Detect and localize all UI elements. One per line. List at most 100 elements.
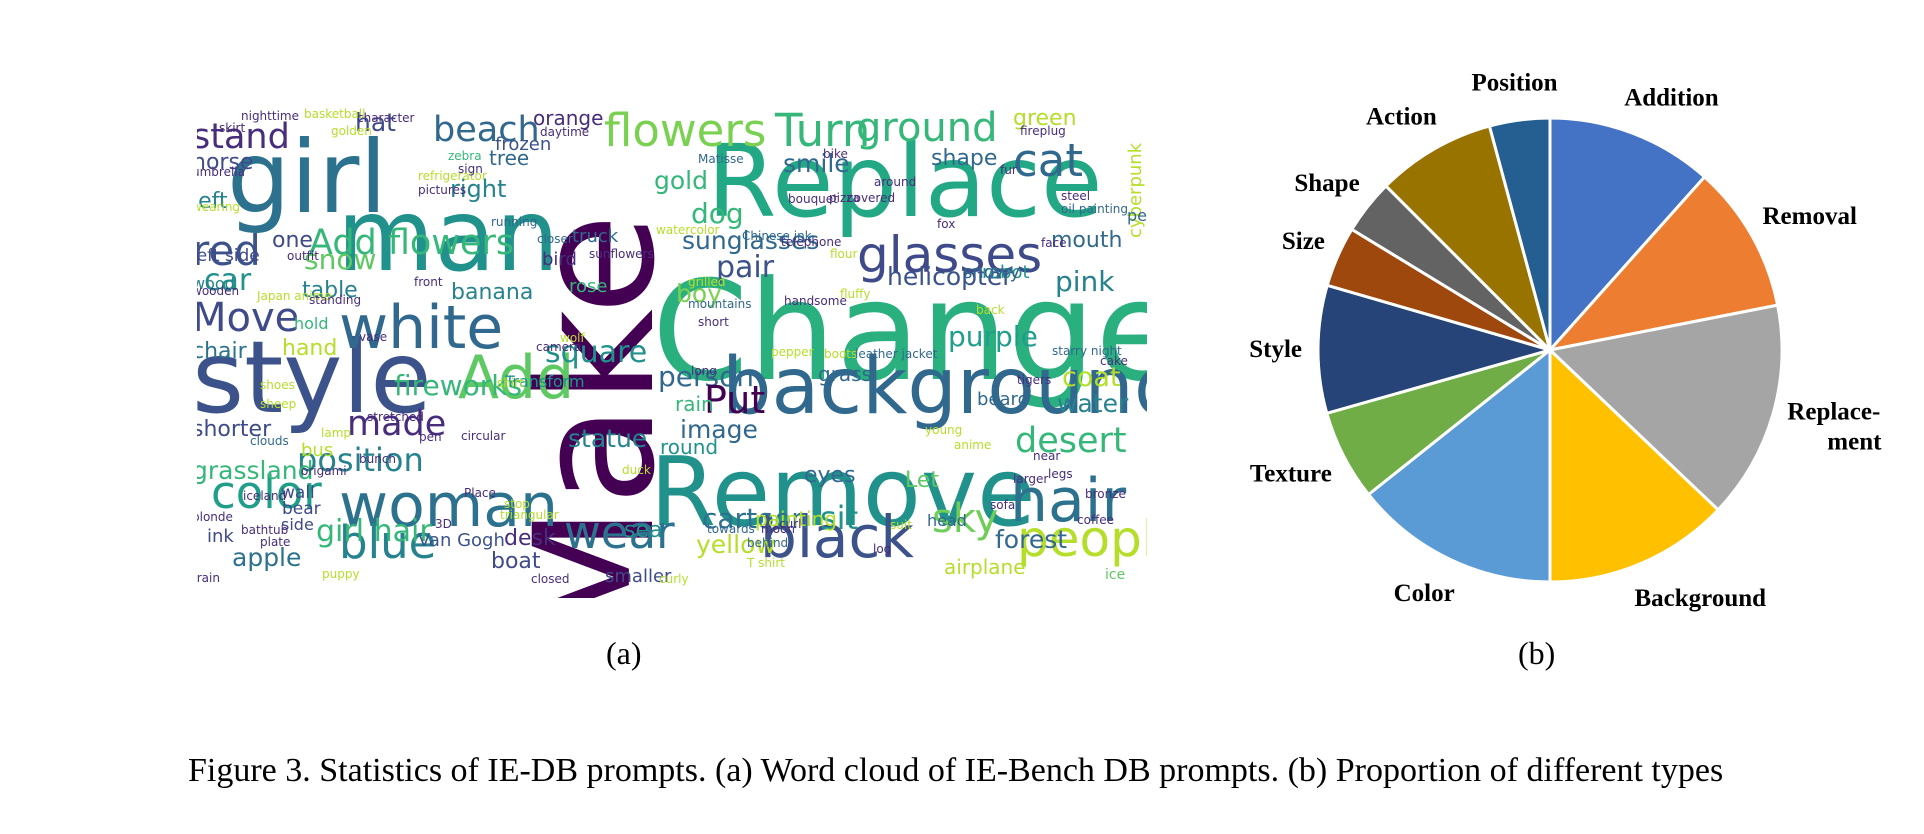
pie-slice [1548,116,1707,354]
word-cloud-word: Move [197,295,300,341]
word-cloud-word: iceland [243,489,287,503]
pie-slice [1316,283,1556,416]
figure-caption: Figure 3. Statistics of IE-DB prompts. (… [188,752,1724,789]
pie-slice-label: Style [1249,336,1302,363]
word-cloud-word: skirt [219,121,246,135]
word-cloud-word: red [197,226,261,275]
word-cloud-word: statue [568,424,648,453]
word-cloud-word: table [302,278,358,303]
subfigure-label-b: (b) [1518,635,1556,671]
word-cloud-word: Add [458,343,575,413]
pie-slice [1548,346,1721,584]
word-cloud-word: blonde [197,510,233,524]
word-cloud-word: boots [824,347,858,361]
word-cloud-word: refrigerator [418,169,487,183]
word-cloud-word: Replace [707,123,1103,240]
word-cloud-word: wood [197,274,235,293]
word-cloud-word: moon [761,522,795,536]
word-cloud-word: outfit [287,249,319,263]
word-cloud-word: Van Gogh [418,530,505,551]
word-cloud-word: blue [339,516,437,569]
word-cloud-word: curl [779,517,802,531]
word-cloud-word: green [1013,108,1077,131]
word-cloud-word: Remove [650,438,1036,548]
word-cloud-word: orange [533,108,604,130]
word-cloud-word: wearing [197,200,241,214]
word-cloud-word: long [691,364,717,378]
word-cloud-word: left side [197,246,260,266]
pie-slice-label: Position [1471,69,1557,96]
word-cloud-word: starry night [1052,344,1122,358]
word-cloud-word: puppy [322,567,360,581]
word-cloud-word: pizza [829,191,860,205]
pie-slice-label: Size [1282,228,1325,255]
word-cloud-word: covered [847,191,896,205]
word-cloud-word: one [272,228,313,253]
word-cloud-word: pen [419,430,442,444]
word-cloud-word: shirt [497,376,524,390]
word-cloud-word: forest [995,525,1068,554]
word-cloud-word: snowy [963,262,1021,283]
word-cloud-word: anime [954,438,992,452]
word-cloud-word: umbrella [197,165,245,179]
word-cloud-word: bear [282,499,321,519]
word-cloud-word: bathtub [241,523,289,537]
word-cloud-word: telephone [781,235,842,249]
word-cloud-word: desk [504,526,556,551]
pie-slice-label: Addition [1624,85,1719,112]
word-cloud-word: pictures [418,183,467,197]
word-cloud-word: glasses [857,226,1043,284]
word-cloud-word: zebra [448,149,482,163]
word-cloud-word: T shirt [747,556,785,570]
word-cloud-word: shape [931,146,998,171]
word-cloud-word: cat [1013,134,1083,187]
pie-slice-label: Replace-ment [1787,398,1882,455]
word-cloud-word: sunflowers [589,247,654,261]
word-cloud-word: shoes [260,378,295,392]
word-cloud-word: hair [1010,466,1127,536]
word-cloud-word: back [976,303,1005,317]
word-cloud-word: tree [489,146,530,170]
word-cloud-word: hat [355,108,396,137]
word-cloud-word: tigers [1017,373,1052,387]
word-cloud-word: grassland [197,456,314,485]
word-cloud-word: leather jacket [855,347,938,361]
word-cloud-word: triangular [500,508,559,522]
word-cloud-word: behind [747,536,789,550]
word-cloud-word: legs [1048,467,1073,481]
word-cloud-word: Matisse [698,152,744,166]
word-cloud-word: bouquet [788,192,838,206]
word-cloud-word: sit [820,499,859,537]
word-cloud-word: circular [461,429,506,443]
word-cloud-word: woman [339,471,559,541]
word-cloud-word: Chinese ink [742,229,812,243]
word-cloud-word: ground [856,108,998,151]
word-cloud-word: nighttime [241,109,299,123]
word-cloud-word: beach [433,110,540,150]
word-cloud-word: Add flowers [309,223,515,263]
word-cloud-word: sunglasses [682,226,820,255]
word-cloud-word: square [545,335,648,370]
pie-slices [1316,116,1784,584]
word-cloud-word: fluffy [840,287,871,301]
word-cloud-word: boy [676,279,722,308]
pie-slice-label: Color [1394,580,1455,607]
word-cloud-word: person [658,360,754,393]
word-cloud-word: plate [260,535,291,549]
word-cloud-word: snow [304,243,377,276]
word-cloud-word: clouds [250,434,289,448]
word-cloud-word: Turn [775,108,871,157]
word-cloud-word: made [347,404,447,444]
word-cloud-word: eyes [804,463,856,488]
pie-slice [1487,116,1552,351]
word-cloud-word: stand [197,117,290,157]
word-cloud-word: stop [504,497,530,511]
pie-slice-label: Shape [1294,170,1359,197]
word-cloud-word: truck [572,226,619,247]
word-cloud-word: color [211,466,322,519]
word-cloud-word: hand [282,336,338,361]
word-cloud-word: wolf [560,331,585,345]
pie-slice [1366,346,1552,584]
word-cloud-word: banana [451,280,534,305]
word-cloud-word: bus [301,440,334,461]
